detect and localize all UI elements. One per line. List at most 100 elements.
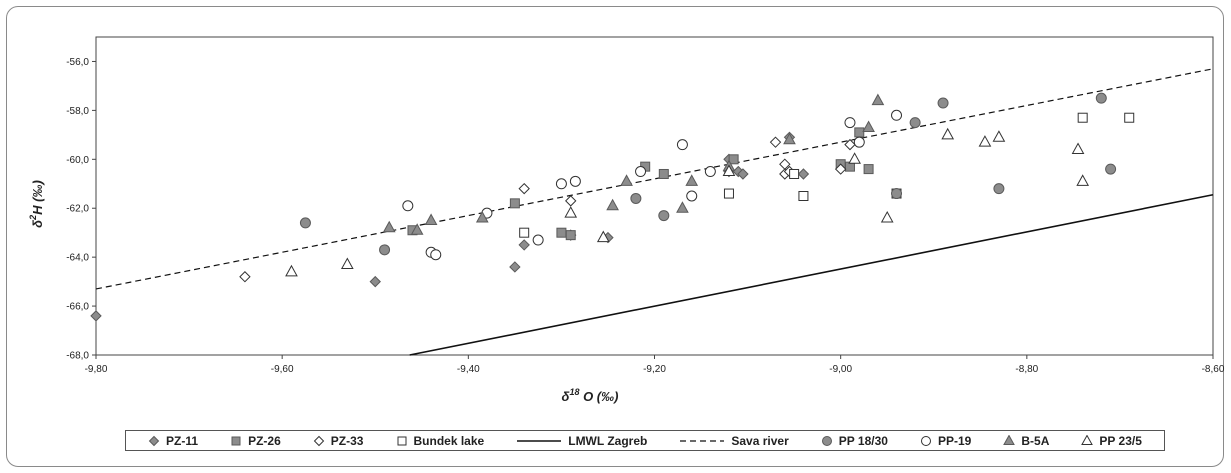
pp-19-point xyxy=(555,178,567,190)
pp-19-point xyxy=(569,175,581,187)
bundek-lake-point xyxy=(723,188,734,199)
b-5a-point xyxy=(620,174,633,186)
y-tick-label: -56,0 xyxy=(66,57,89,68)
pz-11-point xyxy=(518,239,530,251)
b-5a-point xyxy=(685,174,699,186)
legend-item-pz-26: PZ-26 xyxy=(230,434,281,448)
pp-19-point xyxy=(891,109,903,121)
b-5a-point xyxy=(424,213,438,225)
pp-23-5-point xyxy=(596,230,610,243)
legend-label: PZ-26 xyxy=(248,433,281,448)
b-5a-point xyxy=(382,220,396,233)
pp-18-30-point xyxy=(1095,92,1107,104)
pp-23-5-point xyxy=(722,164,736,177)
pz-33-point xyxy=(518,182,530,195)
pp-18-30-point xyxy=(1105,163,1117,175)
pp-23-5-point xyxy=(848,152,861,164)
pz-33-point xyxy=(834,163,847,175)
b-5a-point xyxy=(475,210,489,223)
b-5a-point xyxy=(862,120,875,133)
pz-11-point xyxy=(90,310,102,322)
pp-23-5-point xyxy=(1071,142,1085,155)
y-tick-label: -68,0 xyxy=(66,351,89,362)
legend-marker xyxy=(313,435,324,446)
x-axis-label: δ18 O (‰) xyxy=(562,387,619,404)
y-tick-label: -60,0 xyxy=(66,155,89,166)
x-tick-label: -9,80 xyxy=(85,364,108,375)
legend-label: B-5A xyxy=(1021,433,1050,448)
pp-19-point xyxy=(844,117,856,129)
y-axis-label: δ2H (‰) xyxy=(28,180,45,228)
pz-11-point xyxy=(737,168,749,180)
legend-marker xyxy=(821,435,832,446)
pp-23-5-point xyxy=(880,210,894,223)
pp-23-5-point xyxy=(941,127,955,140)
legend-item-pp-18-30: PP 18/30 xyxy=(821,434,888,448)
pp-18-30-point xyxy=(891,188,903,200)
pz-11-point xyxy=(509,261,521,273)
legend-marker xyxy=(397,436,406,445)
legend-symbol-b-5a xyxy=(1003,434,1016,445)
pp-19-point xyxy=(430,249,442,261)
pp-18-30-point xyxy=(993,183,1005,195)
chart-frame xyxy=(6,6,1224,467)
x-tick-label: -9,20 xyxy=(643,364,666,375)
bundek-lake-point xyxy=(798,191,809,201)
b-5a-point xyxy=(676,201,689,213)
y-tick-label: -58,0 xyxy=(66,106,89,117)
data-points xyxy=(90,92,1135,322)
pp-18-30-point xyxy=(299,217,311,229)
pz-33-point xyxy=(844,138,856,151)
pp-23-5-point xyxy=(992,130,1006,142)
bundek-lake-point xyxy=(519,227,530,238)
x-tick-label: -8,60 xyxy=(1202,364,1225,375)
plot-area xyxy=(95,36,1214,356)
legend-item-sava-river: Sava river xyxy=(679,433,789,448)
legend-symbol-pp-23-5 xyxy=(1081,434,1094,445)
legend-item-pz-33: PZ-33 xyxy=(313,434,363,448)
y-tick-label: -66,0 xyxy=(66,302,89,313)
pp-19-point xyxy=(704,166,716,178)
legend-label: PP-19 xyxy=(937,433,972,448)
axes: -9,80 -9,60 -9,40 -9,20 -9,00 -8,80 -8,60 -68,0… xyxy=(66,36,1225,375)
legend-item-pz-11: PZ-11 xyxy=(148,434,198,448)
pp-23-5-point xyxy=(340,257,354,269)
pz-26-point xyxy=(863,164,874,175)
b-5a-point xyxy=(606,198,619,211)
pp-19-point xyxy=(676,139,688,151)
pp-19-point xyxy=(853,136,865,148)
bundek-lake-point xyxy=(1124,112,1135,123)
legend-symbol-pz-11 xyxy=(148,435,160,446)
pz-26-point xyxy=(854,127,865,138)
x-tick-label: -9,40 xyxy=(457,364,480,375)
legend-item-b-5a: B-5A xyxy=(1003,434,1049,448)
legend-label: Bundek lake xyxy=(413,433,485,448)
sava-river-line xyxy=(95,68,1214,290)
x-tick-label: -9,60 xyxy=(271,364,294,375)
legend-symbol-pp-18-30 xyxy=(821,435,832,446)
legend-item-pp-19: PP-19 xyxy=(920,434,971,448)
b-5a-point xyxy=(871,93,885,106)
y-tick-label: -62,0 xyxy=(66,204,89,215)
pp-19-point xyxy=(635,166,647,178)
pz-33-point xyxy=(239,271,251,283)
legend: PZ-11 PZ-26 PZ-33 Bundek lake LMWL Zagreb Sav… xyxy=(125,430,1165,451)
pz-11-point xyxy=(797,168,810,180)
b-5a-point xyxy=(410,223,424,235)
pp-19-point xyxy=(402,200,414,212)
pp-23-5-point xyxy=(1076,174,1090,186)
pp-19-point xyxy=(686,190,698,202)
legend-symbol-pz-33 xyxy=(313,435,324,446)
legend-item-lmwl-zagreb: LMWL Zagreb xyxy=(516,434,647,448)
pz-26-point xyxy=(565,230,576,241)
legend-marker xyxy=(1081,434,1094,445)
pp-23-5-point xyxy=(978,135,992,147)
legend-marker xyxy=(148,435,160,446)
legend-marker xyxy=(1003,434,1016,445)
legend-label: Sava river xyxy=(731,433,789,448)
pp-19-point xyxy=(532,234,544,246)
pz-26-point xyxy=(728,154,739,165)
lmwl-zagreb-line xyxy=(409,193,1214,356)
bundek-lake-point xyxy=(1077,112,1088,123)
